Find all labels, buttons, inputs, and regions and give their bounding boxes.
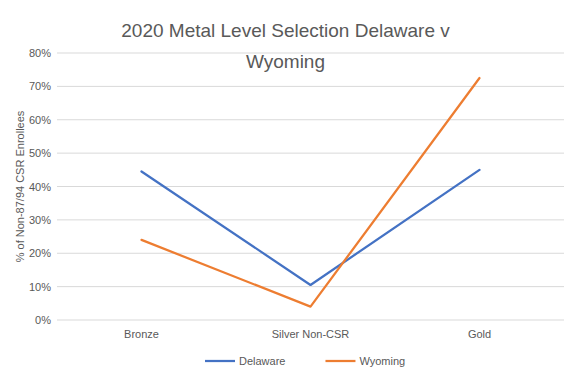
background	[0, 0, 571, 382]
legend-swatch	[325, 360, 355, 362]
x-tick-label: Bronze	[124, 328, 159, 340]
y-tick-label: 70%	[29, 80, 51, 92]
x-tick-label: Gold	[468, 328, 491, 340]
y-tick-label: 30%	[29, 214, 51, 226]
grid-line	[57, 186, 564, 187]
grid-line	[57, 219, 564, 220]
grid-line	[57, 153, 564, 154]
grid-line	[57, 286, 564, 287]
y-tick-label: 20%	[29, 247, 51, 259]
x-tick-label: Silver Non-CSR	[272, 328, 350, 340]
chart-title: 2020 Metal Level Selection Delaware vWyo…	[121, 20, 450, 72]
series-line	[142, 170, 480, 285]
y-tick-label: 0%	[35, 314, 51, 326]
grid-line	[57, 119, 564, 120]
chart: 0% 10% 20% 30% 40% 50% 60% 70% 80% Bronze Silver N…	[0, 0, 571, 382]
series-line	[142, 78, 480, 307]
legend: Delaware Wyoming	[205, 355, 405, 367]
y-tick-label: 40%	[29, 181, 51, 193]
y-tick-label: 10%	[29, 281, 51, 293]
grid-line	[57, 253, 564, 254]
grid-line	[57, 320, 564, 321]
legend-label: Delaware	[239, 355, 285, 367]
plot-area	[142, 78, 480, 307]
legend-label: Wyoming	[359, 355, 405, 367]
grid-line	[57, 86, 564, 87]
y-tick-label: 60%	[29, 114, 51, 126]
y-tick-label: 50%	[29, 147, 51, 159]
legend-swatch	[205, 360, 235, 362]
y-axis-label: % of Non-87/94 CSR Enrollees	[14, 110, 26, 262]
y-tick-label: 80%	[29, 47, 51, 59]
